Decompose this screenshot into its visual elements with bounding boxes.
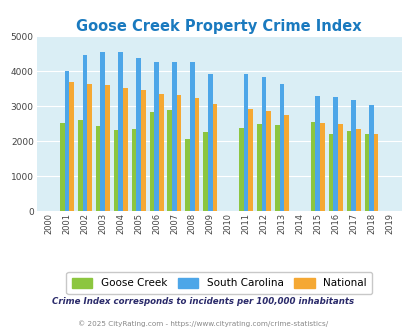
Title: Goose Creek Property Crime Index: Goose Creek Property Crime Index xyxy=(76,19,361,34)
Bar xyxy=(284,115,288,211)
Bar xyxy=(167,110,172,211)
Text: © 2025 CityRating.com - https://www.cityrating.com/crime-statistics/: © 2025 CityRating.com - https://www.city… xyxy=(78,320,327,327)
Bar xyxy=(118,52,123,211)
Bar xyxy=(333,97,337,211)
Bar xyxy=(113,130,118,211)
Bar xyxy=(100,52,105,211)
Bar xyxy=(190,62,194,211)
Bar xyxy=(64,71,69,211)
Bar xyxy=(154,62,158,211)
Bar xyxy=(337,124,342,211)
Bar xyxy=(319,123,324,211)
Bar xyxy=(310,122,315,211)
Bar xyxy=(328,134,333,211)
Bar xyxy=(315,96,319,211)
Bar xyxy=(274,125,279,211)
Bar xyxy=(266,111,271,211)
Bar xyxy=(185,140,190,211)
Text: Crime Index corresponds to incidents per 100,000 inhabitants: Crime Index corresponds to incidents per… xyxy=(52,297,353,306)
Bar xyxy=(364,134,368,211)
Bar xyxy=(158,94,163,211)
Bar xyxy=(78,120,82,211)
Bar xyxy=(172,62,176,211)
Bar xyxy=(176,95,181,211)
Bar xyxy=(136,58,141,211)
Bar xyxy=(346,131,350,211)
Bar xyxy=(207,75,212,211)
Bar xyxy=(203,132,207,211)
Bar xyxy=(239,128,243,211)
Bar xyxy=(69,82,74,211)
Bar xyxy=(141,90,145,211)
Bar xyxy=(373,134,377,211)
Bar xyxy=(194,98,199,211)
Bar xyxy=(243,74,248,211)
Bar xyxy=(96,126,100,211)
Bar xyxy=(350,100,355,211)
Bar xyxy=(248,110,252,211)
Bar xyxy=(355,129,360,211)
Bar xyxy=(261,77,266,211)
Bar xyxy=(131,129,136,211)
Bar xyxy=(105,84,109,211)
Legend: Goose Creek, South Carolina, National: Goose Creek, South Carolina, National xyxy=(66,272,371,294)
Bar xyxy=(279,84,283,211)
Bar xyxy=(87,84,92,211)
Bar xyxy=(82,55,87,211)
Bar xyxy=(212,104,217,211)
Bar xyxy=(149,112,154,211)
Bar xyxy=(123,88,128,211)
Bar xyxy=(60,123,64,211)
Bar xyxy=(256,124,261,211)
Bar xyxy=(368,105,373,211)
